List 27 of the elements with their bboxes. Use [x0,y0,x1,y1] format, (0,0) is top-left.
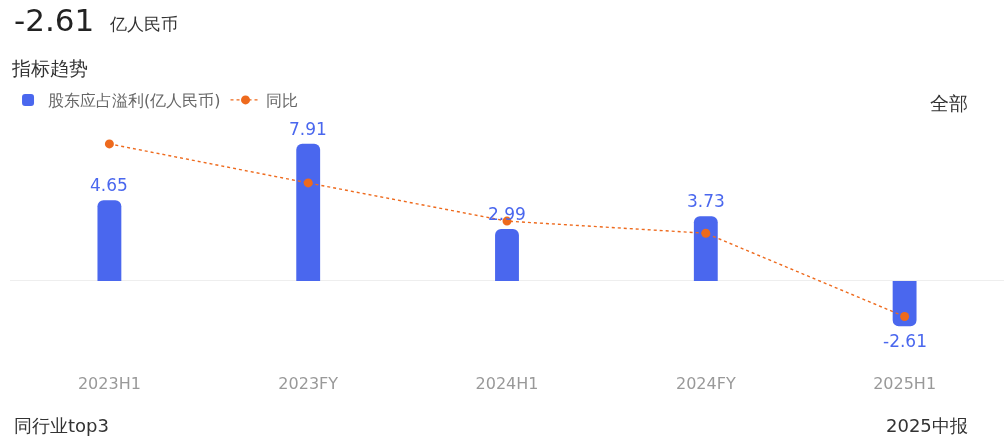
data-label: 2.99 [488,204,526,224]
point [104,139,114,149]
point [900,312,910,322]
point [303,178,313,188]
text: 亿人民币 [109,14,178,34]
bar [495,229,519,281]
legend-label: 同比 [265,91,298,111]
chart-title: 指标趋势 [11,56,88,79]
data-label: 4.65 [90,175,128,195]
x-tick-label: 2024H1 [475,374,539,393]
data-label: 3.73 [687,191,725,211]
bar [693,216,718,281]
bar [97,200,122,281]
x-tick-label: 2024FY [675,374,736,393]
x-tick-label: 2025H1 [873,374,937,393]
x-tick-label: 2023H1 [77,374,141,393]
data-label: -2.61 [883,331,927,351]
text: 同行业top3 [14,415,109,436]
data-label: 7.91 [289,119,327,139]
x-tick-label: 2023FY [278,374,339,393]
text: -2.61 [14,2,95,38]
text: 全部 [930,92,968,114]
bar [892,280,917,327]
text: 2025中报 [886,415,968,436]
point [701,228,711,238]
legend-label: 股东应占溢利(亿人民币) [48,91,221,111]
bar [296,143,321,281]
